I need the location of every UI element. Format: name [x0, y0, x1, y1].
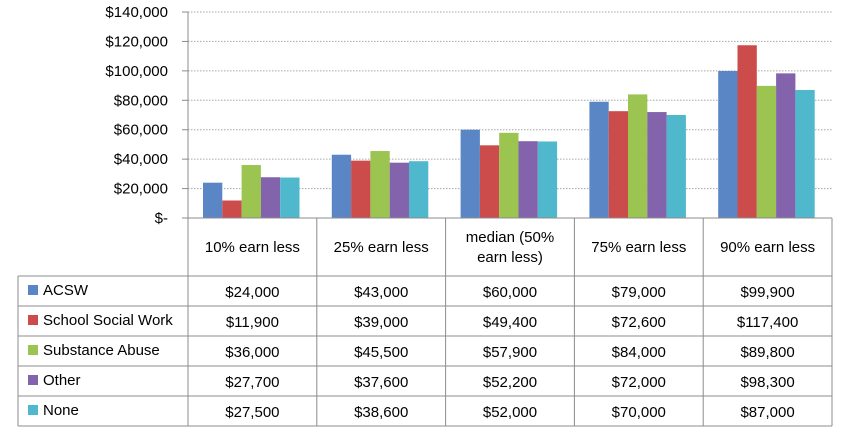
- table-cell-value: $89,800: [740, 344, 794, 361]
- bar: [222, 200, 242, 218]
- bar: [666, 115, 686, 218]
- category-label: earn less): [477, 249, 543, 266]
- y-tick-label: $80,000: [114, 92, 168, 109]
- table-cell-value: $57,900: [483, 344, 537, 361]
- bar: [241, 165, 261, 218]
- bar: [647, 112, 667, 218]
- bar: [737, 45, 757, 218]
- table-cell-value: $79,000: [612, 284, 666, 301]
- y-tick-label: $100,000: [105, 63, 168, 80]
- bar: [460, 129, 480, 218]
- y-tick-label: $20,000: [114, 181, 168, 198]
- legend-key: [28, 405, 38, 415]
- y-tick-label: $60,000: [114, 122, 168, 139]
- bar: [756, 85, 777, 218]
- bar: [499, 132, 519, 218]
- table-cell-value: $98,300: [740, 374, 794, 391]
- table-cell-value: $52,200: [483, 374, 537, 391]
- y-axis: $140,000 $120,000 $100,000 $80,000 $60,000 $4…: [105, 4, 189, 227]
- series-name: Other: [43, 372, 81, 389]
- series-name: ACSW: [43, 282, 89, 299]
- bar: [795, 89, 815, 218]
- table-cell-value: $84,000: [612, 344, 666, 361]
- table-cell-value: $37,600: [354, 374, 408, 391]
- table-cell-value: $27,700: [225, 374, 279, 391]
- bar: [628, 94, 648, 218]
- series-name: None: [43, 402, 79, 419]
- y-tick-label: $-: [155, 210, 168, 227]
- table-cell-value: $24,000: [225, 284, 279, 301]
- table-cell-value: $36,000: [225, 344, 279, 361]
- category-label: 10% earn less: [205, 239, 300, 256]
- bar: [718, 71, 738, 218]
- table-cell-value: $60,000: [483, 284, 537, 301]
- category-label: 90% earn less: [720, 239, 815, 256]
- bar: [776, 73, 796, 218]
- table-cell-value: $49,400: [483, 314, 537, 331]
- bar: [260, 177, 281, 218]
- bar: [608, 111, 628, 218]
- bar: [537, 141, 558, 218]
- y-tick-label: $140,000: [105, 4, 168, 21]
- bar: [370, 151, 390, 218]
- legend-key: [28, 375, 38, 385]
- bar: [280, 177, 300, 218]
- category-label: 75% earn less: [591, 239, 686, 256]
- y-tick-label: $120,000: [105, 33, 168, 50]
- bar: [518, 141, 538, 218]
- bar: [409, 161, 429, 218]
- category-label: 25% earn less: [334, 239, 429, 256]
- legend-key: [28, 345, 38, 355]
- bar: [479, 145, 500, 218]
- table-cell-value: $11,900: [226, 314, 279, 331]
- bar: [351, 160, 371, 218]
- y-tick-label: $40,000: [114, 151, 168, 168]
- table-cell-value: $72,000: [612, 374, 666, 391]
- series-name: Substance Abuse: [43, 342, 160, 359]
- table-cell-value: $45,500: [354, 344, 408, 361]
- table-cell-value: $27,500: [225, 404, 279, 421]
- data-table: 10% earn less 25% earn less median (50% ear…: [17, 217, 833, 427]
- table-cell-value: $87,000: [740, 404, 794, 421]
- table-cell-value: $39,000: [354, 314, 408, 331]
- table-cell-value: $117,400: [737, 314, 798, 331]
- bar: [389, 162, 409, 218]
- table-cell-value: $70,000: [612, 404, 666, 421]
- table-cell-value: $38,600: [354, 404, 408, 421]
- table-cell-value: $99,900: [740, 284, 794, 301]
- series-name: School Social Work: [43, 312, 173, 329]
- bars: [203, 45, 815, 218]
- table-cell-value: $52,000: [483, 404, 537, 421]
- bar: [331, 154, 352, 218]
- table-cell-value: $72,600: [612, 314, 666, 331]
- table-cell-value: $43,000: [354, 284, 408, 301]
- bar: [203, 182, 223, 218]
- legend-key: [28, 315, 38, 325]
- legend-key: [28, 285, 38, 295]
- bar: [589, 101, 609, 218]
- category-label: median (50%: [466, 229, 554, 246]
